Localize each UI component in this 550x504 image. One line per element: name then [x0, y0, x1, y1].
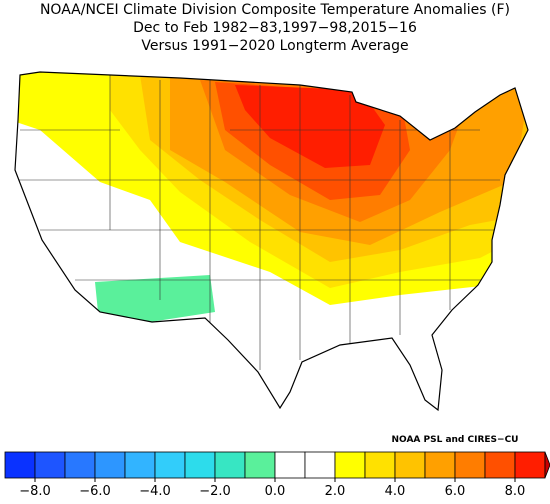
credit: NOAA PSL and CIRES−CU: [392, 435, 519, 445]
title-line: Dec to Feb 1982−83,1997−98,2015−16: [133, 20, 417, 36]
region: [235, 85, 385, 168]
tick-label: −6.0: [79, 484, 111, 499]
tick-label: 2.0: [325, 484, 346, 499]
tick-label: 4.0: [385, 484, 406, 499]
title-line: NOAA/NCEI Climate Division Composite Tem…: [40, 2, 510, 18]
color-cell: [4, 451, 36, 479]
color-cell: [124, 451, 156, 479]
color-cell: [334, 451, 366, 479]
color-cell: [214, 451, 246, 479]
tick-label: 0.0: [265, 484, 286, 499]
color-cell: [514, 451, 546, 479]
title-line: Versus 1991−2020 Longterm Average: [141, 38, 408, 54]
color-cell: [394, 451, 426, 479]
color-cell: [34, 451, 66, 479]
region: [95, 275, 215, 322]
color-cell: [154, 451, 186, 479]
tick-label: 6.0: [445, 484, 466, 499]
color-cell: [304, 451, 336, 479]
color-cell: [184, 451, 216, 479]
tick-label: −2.0: [199, 484, 231, 499]
map: [15, 72, 528, 410]
division-lines: [15, 75, 500, 370]
color-cell: [364, 451, 396, 479]
color-cell: [424, 451, 456, 479]
colorbar: −8.0 −6.0 −4.0 −2.0 0.0 2.0 4.0 6.0 8.0: [4, 451, 550, 499]
color-cell: [94, 451, 126, 479]
color-cell: [274, 451, 306, 479]
color-cell: [64, 451, 96, 479]
tick-label: −8.0: [19, 484, 51, 499]
color-cell: [244, 451, 276, 479]
color-cell: [484, 451, 516, 479]
tick-label: −4.0: [139, 484, 171, 499]
tick-label: 8.0: [505, 484, 526, 499]
colorbar-end: [544, 451, 550, 479]
color-cell: [454, 451, 486, 479]
